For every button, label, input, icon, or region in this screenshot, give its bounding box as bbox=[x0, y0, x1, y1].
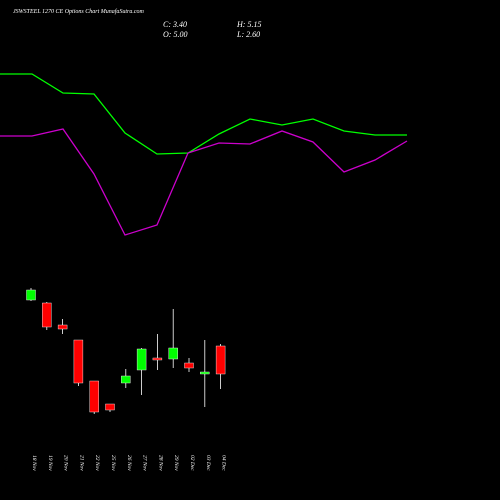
x-tick-label: 19 Nov bbox=[47, 455, 53, 471]
candle-body bbox=[105, 403, 115, 411]
candle bbox=[89, 380, 99, 414]
x-tick-label: 20 Nov bbox=[63, 455, 69, 471]
x-tick-label: 18 Nov bbox=[31, 455, 37, 471]
candle bbox=[121, 369, 131, 388]
candle bbox=[73, 339, 84, 386]
x-tick-label: 03 Dec bbox=[205, 455, 211, 471]
candle bbox=[168, 309, 178, 368]
candle-body bbox=[152, 357, 163, 361]
x-tick-label: 02 Dec bbox=[189, 455, 195, 471]
candle-body bbox=[184, 362, 194, 369]
x-tick-label: 04 Dec bbox=[221, 455, 228, 471]
open-price-label: O: 5.00 bbox=[163, 30, 187, 39]
candle-body bbox=[73, 339, 84, 384]
candlestick-series bbox=[26, 288, 226, 414]
candle-body bbox=[200, 371, 210, 375]
candle bbox=[42, 302, 52, 330]
x-tick-label: 28 Nov bbox=[157, 455, 163, 471]
candle-body bbox=[215, 345, 226, 375]
x-axis-labels: 18 Nov 19 Nov 20 Nov 21 Nov 22 Nov 25 Nov 26 N… bbox=[31, 455, 228, 471]
high-price-label: H: 5.15 bbox=[236, 20, 261, 29]
indicator-line-1 bbox=[0, 73, 407, 155]
candle bbox=[136, 348, 147, 395]
x-tick-label: 22 Nov bbox=[94, 455, 100, 471]
candle bbox=[26, 288, 36, 301]
candle-body bbox=[89, 380, 99, 413]
x-tick-label: 21 Nov bbox=[78, 455, 84, 471]
candle-body bbox=[121, 375, 131, 384]
candle bbox=[152, 334, 163, 370]
x-tick-label: 26 Nov bbox=[126, 455, 132, 471]
candle bbox=[57, 319, 68, 334]
candle-body bbox=[57, 324, 68, 330]
chart-title: JSWSTEEL 1270 CE Options Chart MunafaSut… bbox=[13, 8, 145, 15]
x-tick-label: 25 Nov bbox=[110, 455, 116, 471]
candle bbox=[215, 344, 226, 389]
close-price-label: C: 3.40 bbox=[163, 20, 187, 29]
candle-body bbox=[42, 302, 52, 328]
candle bbox=[200, 340, 210, 407]
x-tick-label: 27 Nov bbox=[142, 455, 148, 471]
low-price-label: L: 2.60 bbox=[236, 30, 260, 39]
candle bbox=[184, 358, 194, 372]
indicator-line-2 bbox=[0, 128, 408, 236]
candle-body bbox=[136, 348, 147, 371]
candle-body bbox=[168, 347, 178, 360]
indicator-lines bbox=[0, 73, 408, 236]
candle bbox=[105, 403, 115, 412]
x-tick-label: 29 Nov bbox=[173, 455, 179, 471]
candle-body bbox=[26, 289, 36, 301]
